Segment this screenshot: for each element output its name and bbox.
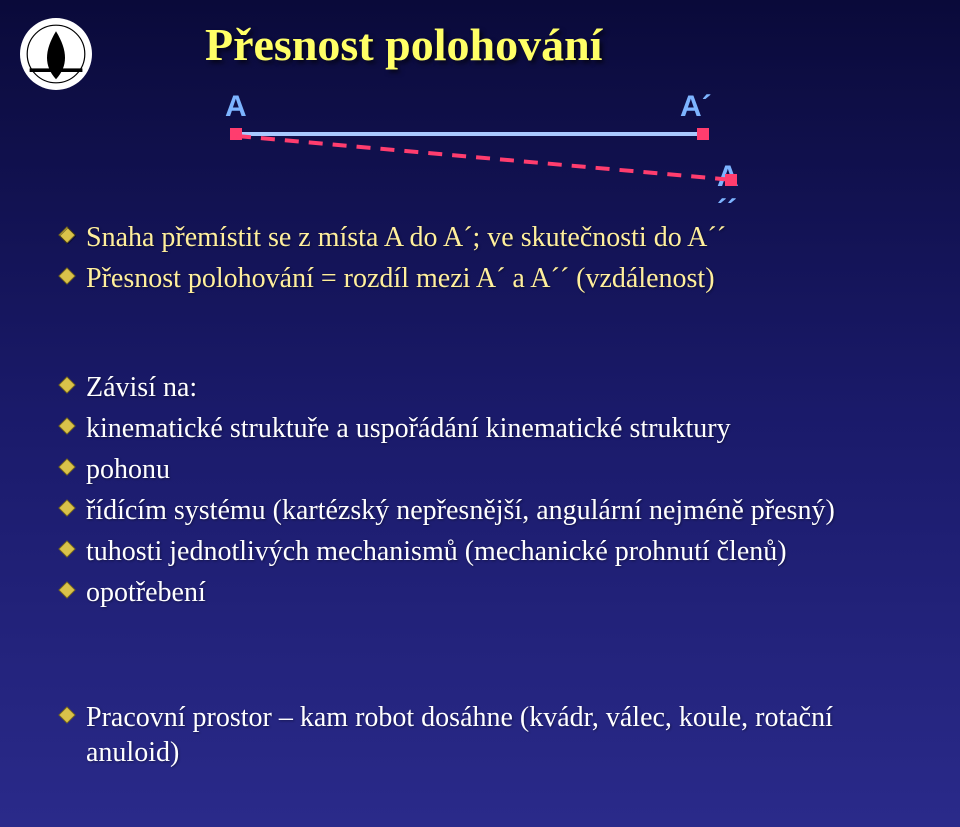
bullet-marker-icon <box>58 493 86 517</box>
slide-title: Přesnost polohování <box>205 18 602 71</box>
bullet-group-3: Pracovní prostor – kam robot dosáhne (kv… <box>58 700 920 776</box>
bullet-item: Přesnost polohování = rozdíl mezi A´ a A… <box>58 261 920 296</box>
bullet-text: Závisí na: <box>86 370 197 405</box>
bullet-text: řídícím systému (kartézský nepřesnější, … <box>86 493 835 528</box>
bullet-marker-icon <box>58 700 86 724</box>
diagram-svg <box>225 90 755 210</box>
bullet-text: kinematické struktuře a uspořádání kinem… <box>86 411 731 446</box>
bullet-text: Snaha přemístit se z místa A do A´; ve s… <box>86 220 726 255</box>
bullet-item: opotřebení <box>58 575 920 610</box>
logo-icon <box>26 24 86 84</box>
bullet-marker-icon <box>58 575 86 599</box>
bullet-text: opotřebení <box>86 575 206 610</box>
bullet-marker-icon <box>58 220 86 244</box>
bullet-marker-icon <box>58 452 86 476</box>
bullet-group-1: Snaha přemístit se z místa A do A´; ve s… <box>58 220 920 302</box>
bullet-item: tuhosti jednotlivých mechanismů (mechani… <box>58 534 920 569</box>
bullet-text: pohonu <box>86 452 170 487</box>
bullet-text: Pracovní prostor – kam robot dosáhne (kv… <box>86 700 920 770</box>
logo <box>20 18 92 90</box>
bullet-item: Snaha přemístit se z místa A do A´; ve s… <box>58 220 920 255</box>
bullet-item: Závisí na: <box>58 370 920 405</box>
bullet-marker-icon <box>58 261 86 285</box>
bullet-group-2: Závisí na: kinematické struktuře a uspoř… <box>58 370 920 616</box>
bullet-marker-icon <box>58 534 86 558</box>
bullet-item: řídícím systému (kartézský nepřesnější, … <box>58 493 920 528</box>
bullet-text: tuhosti jednotlivých mechanismů (mechani… <box>86 534 787 569</box>
bullet-item: pohonu <box>58 452 920 487</box>
bullet-text: Přesnost polohování = rozdíl mezi A´ a A… <box>86 261 715 296</box>
bullet-marker-icon <box>58 411 86 435</box>
diagram: A A´ A´´ <box>225 90 755 210</box>
bullet-item: Pracovní prostor – kam robot dosáhne (kv… <box>58 700 920 770</box>
bullet-item: kinematické struktuře a uspořádání kinem… <box>58 411 920 446</box>
bullet-marker-icon <box>58 370 86 394</box>
